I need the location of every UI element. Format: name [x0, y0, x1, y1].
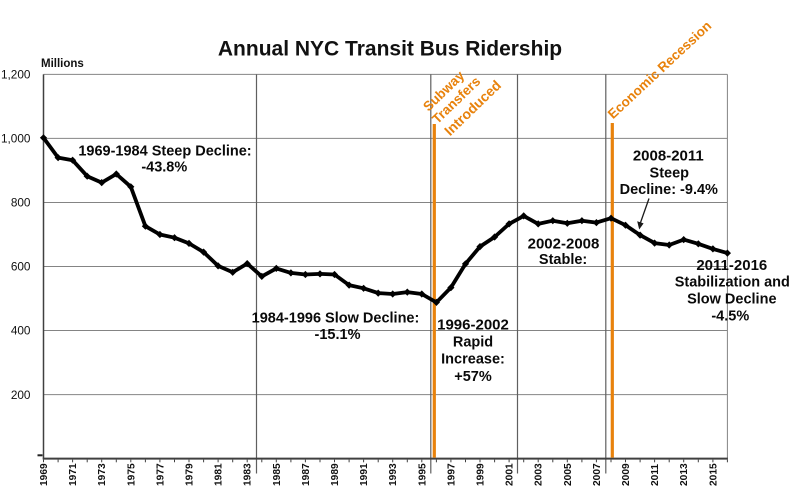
svg-text:1969: 1969 — [39, 463, 50, 486]
svg-text:-4.5%: -4.5% — [711, 308, 749, 324]
svg-text:400: 400 — [11, 324, 31, 338]
svg-text:-43.8%: -43.8% — [141, 160, 187, 176]
svg-text:+57%: +57% — [454, 369, 492, 385]
svg-text:1971: 1971 — [68, 463, 79, 486]
svg-text:1977: 1977 — [155, 463, 166, 486]
svg-text:1979: 1979 — [185, 463, 196, 486]
svg-text:2011-2016: 2011-2016 — [696, 257, 767, 274]
svg-text:1993: 1993 — [388, 463, 399, 486]
svg-text:1999: 1999 — [476, 463, 487, 486]
svg-text:2007: 2007 — [592, 463, 603, 486]
svg-text:2005: 2005 — [563, 463, 574, 486]
svg-text:1,200: 1,200 — [1, 68, 31, 82]
svg-text:2003: 2003 — [534, 463, 545, 486]
svg-text:1983: 1983 — [243, 463, 254, 486]
svg-text:2002-2008: 2002-2008 — [528, 235, 600, 252]
svg-text:1997: 1997 — [446, 463, 457, 486]
svg-text:-15.1%: -15.1% — [315, 327, 361, 343]
svg-text:1984-1996 Slow Decline:: 1984-1996 Slow Decline: — [252, 310, 420, 326]
svg-text:1987: 1987 — [301, 463, 312, 486]
svg-text:2015: 2015 — [708, 463, 719, 486]
svg-text:200: 200 — [11, 388, 31, 402]
svg-text:1973: 1973 — [97, 463, 108, 486]
svg-text:2001: 2001 — [505, 463, 516, 486]
svg-text:2009: 2009 — [621, 463, 632, 486]
svg-text:Decline: -9.4%: Decline: -9.4% — [620, 182, 718, 198]
svg-text:Steep: Steep — [650, 165, 690, 181]
svg-text:2013: 2013 — [679, 463, 690, 486]
svg-text:1969-1984 Steep Decline:: 1969-1984 Steep Decline: — [78, 144, 251, 160]
svg-text:Rapid: Rapid — [453, 335, 493, 351]
svg-text:1975: 1975 — [126, 463, 137, 486]
svg-text:Stable:: Stable: — [539, 252, 587, 268]
svg-text:Annual NYC Transit Bus Ridersh: Annual NYC Transit Bus Ridership — [218, 37, 562, 60]
svg-text:800: 800 — [11, 196, 31, 210]
svg-text:Slow Decline: Slow Decline — [687, 291, 776, 307]
svg-text:1985: 1985 — [272, 463, 283, 486]
svg-text:1989: 1989 — [330, 463, 341, 486]
svg-text:1991: 1991 — [359, 463, 370, 486]
svg-text:Increase:: Increase: — [441, 352, 505, 368]
svg-text:2008-2011: 2008-2011 — [633, 148, 704, 165]
svg-text:2011: 2011 — [650, 464, 661, 486]
svg-text:600: 600 — [11, 260, 31, 274]
svg-text:1996-2002: 1996-2002 — [437, 316, 509, 333]
svg-text:1981: 1981 — [214, 463, 225, 486]
svg-text:Millions: Millions — [41, 58, 84, 70]
svg-text:Stabilization and: Stabilization and — [675, 274, 790, 290]
svg-text:1995: 1995 — [417, 463, 428, 486]
svg-text:1,000: 1,000 — [1, 132, 31, 146]
